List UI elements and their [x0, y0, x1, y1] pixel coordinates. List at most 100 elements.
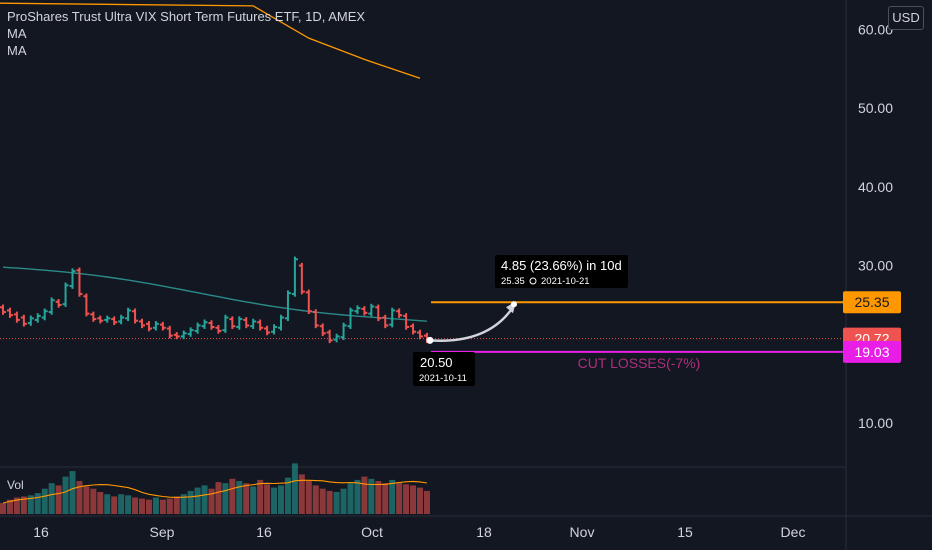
volume-bar [104, 494, 111, 514]
ohlc-bar [333, 333, 340, 343]
volume-bar [305, 481, 312, 514]
entry-label-bg [413, 352, 475, 386]
volume-bar [382, 483, 389, 514]
volume-bar [139, 498, 145, 514]
volume-bar [118, 494, 125, 514]
ohlc-bar [132, 308, 139, 324]
ma-short-line [0, 2, 421, 79]
y-tick-label: 10.00 [858, 415, 893, 431]
ohlc-bar [375, 304, 382, 322]
volume-bar [152, 497, 159, 514]
volume-bar [145, 499, 152, 514]
price-tag: 19.03 [843, 340, 901, 363]
volume-bar [284, 477, 291, 514]
volume-bar [417, 487, 423, 514]
volume-bar [166, 498, 173, 514]
price-tag-label: 19.03 [854, 344, 889, 360]
x-tick-label: Dec [781, 524, 806, 540]
projection-change-text: 4.85 (23.66%) in 10d [501, 258, 622, 273]
ohlc-bar [417, 329, 423, 340]
ohlc-bar [97, 315, 104, 324]
ohlc-bar [312, 309, 319, 329]
ohlc-bar [222, 314, 229, 333]
ohlc-bar [389, 307, 396, 328]
ma-indicator-label-2[interactable]: MA [7, 43, 27, 58]
volume-bar [111, 496, 118, 514]
x-tick-label: Sep [150, 524, 175, 540]
ohlc-bar [257, 319, 264, 331]
volume-bar [271, 487, 278, 514]
volume-bar [159, 499, 166, 514]
ohlc-bar [62, 282, 69, 307]
ohlc-bar [298, 262, 305, 295]
ohlc-bar [159, 321, 166, 331]
volume-bar [90, 488, 97, 514]
volume-bar [340, 488, 347, 514]
y-tick-label: 40.00 [858, 179, 893, 195]
volume-ma-line [2, 479, 427, 504]
volume-bar [312, 485, 319, 514]
projection-label-box: 4.85 (23.66%) in 10d 25.35 2021-10-21 [495, 255, 628, 288]
ohlc-bar [305, 289, 312, 315]
volume-bar [76, 481, 83, 514]
ohlc-bar [104, 315, 111, 323]
volume-bar [389, 479, 396, 514]
volume-bar [250, 486, 257, 514]
price-tag-label: 25.35 [854, 294, 889, 310]
x-tick-label: 15 [677, 524, 693, 540]
ohlc-bar [271, 324, 278, 335]
volume-bar [173, 496, 180, 514]
volume-bar [291, 463, 298, 514]
ohlc-bar [208, 320, 215, 330]
ohlc-bar [382, 314, 389, 329]
ohlc-bar [201, 319, 208, 329]
ohlc-bar [236, 316, 243, 330]
volume-bar [215, 482, 222, 514]
volume-bar [97, 492, 104, 514]
price-tag-bg [843, 291, 901, 314]
volume-bar [62, 476, 69, 514]
ohlc-bar [152, 321, 159, 331]
x-tick-label: Nov [570, 524, 595, 540]
volume-bar [264, 484, 271, 514]
ohlc-bar [76, 267, 83, 297]
volume-bar [278, 485, 284, 514]
projection-target-text: 25.35 [501, 276, 525, 287]
volume-bar [208, 488, 215, 514]
symbol-title[interactable]: ProShares Trust Ultra VIX Short Term Fut… [7, 9, 366, 24]
ohlc-bar [166, 325, 173, 339]
volume-bar [6, 499, 13, 514]
ohlc-bar [180, 330, 187, 340]
ohlc-bar [34, 313, 41, 323]
ohlc-bar [194, 322, 201, 334]
target-point-marker [511, 301, 517, 308]
ohlc-bar [0, 304, 6, 315]
stop-loss-label: CUT LOSSES(-7%) [578, 355, 701, 371]
volume-bar [403, 484, 410, 514]
entry-label-box: 20.50 2021-10-11 [413, 352, 475, 386]
volume-bar [48, 483, 55, 514]
ohlc-bar [111, 316, 118, 326]
volume-bar [257, 479, 264, 514]
volume-bar [298, 474, 305, 514]
ohlc-bar [125, 307, 132, 322]
currency-selector[interactable]: USD [888, 6, 924, 30]
volume-bar [187, 490, 194, 514]
volume-bar [132, 497, 139, 514]
ma-indicator-label-1[interactable]: MA [7, 26, 27, 41]
volume-bar [396, 482, 403, 514]
projection-arrow [429, 303, 517, 342]
volume-bar [243, 483, 250, 514]
ohlc-bar [403, 313, 410, 330]
ohlc-bar [6, 307, 13, 318]
volume-bar [41, 488, 48, 514]
volume-bar [194, 487, 201, 514]
volume-bar [236, 481, 243, 514]
volume-bar [347, 483, 354, 514]
ohlc-bar [215, 325, 222, 334]
x-tick-label: Oct [361, 524, 383, 540]
volume-bar [27, 495, 34, 514]
ohlc-bar [319, 323, 326, 337]
volume-bar [0, 503, 6, 514]
